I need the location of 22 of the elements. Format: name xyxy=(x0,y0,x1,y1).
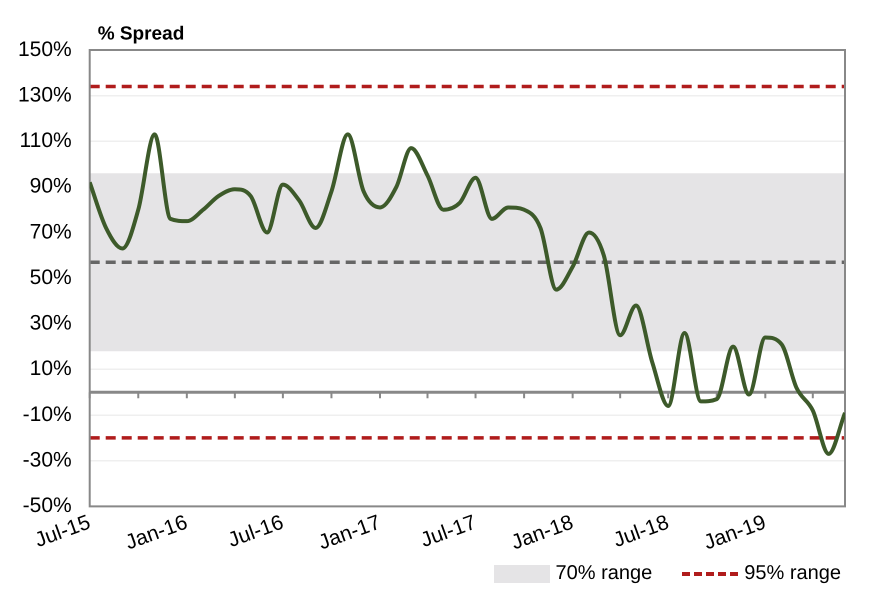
x-tick-label: Jan-19 xyxy=(700,510,769,554)
y-tick-label: 10% xyxy=(30,357,72,380)
legend-label: 70% range xyxy=(556,562,652,585)
y-tick-label: 130% xyxy=(18,83,72,106)
x-tick-label: Jul-16 xyxy=(225,510,287,552)
y-tick-label: -30% xyxy=(22,448,72,472)
x-tick-label: Jul-18 xyxy=(610,510,672,552)
x-tick-label: Jan-17 xyxy=(316,510,384,554)
x-tick-label: Jan-16 xyxy=(122,510,191,554)
legend-label: 95% range xyxy=(744,562,841,585)
y-tick-label: 110% xyxy=(20,129,72,152)
y-tick-label: 90% xyxy=(30,174,72,198)
y-tick-label: 30% xyxy=(30,312,72,335)
y-tick-label: 70% xyxy=(30,220,72,244)
y-tick-label: -10% xyxy=(22,402,72,426)
y-tick-label: -50% xyxy=(22,494,72,518)
x-tick-label: Jul-17 xyxy=(418,510,480,552)
y-axis-title: % Spread xyxy=(98,24,184,45)
y-tick-label: 50% xyxy=(30,266,72,289)
y-tick-label: 150% xyxy=(18,38,72,61)
x-tick-label: Jan-18 xyxy=(508,510,576,554)
line-series xyxy=(90,132,845,456)
